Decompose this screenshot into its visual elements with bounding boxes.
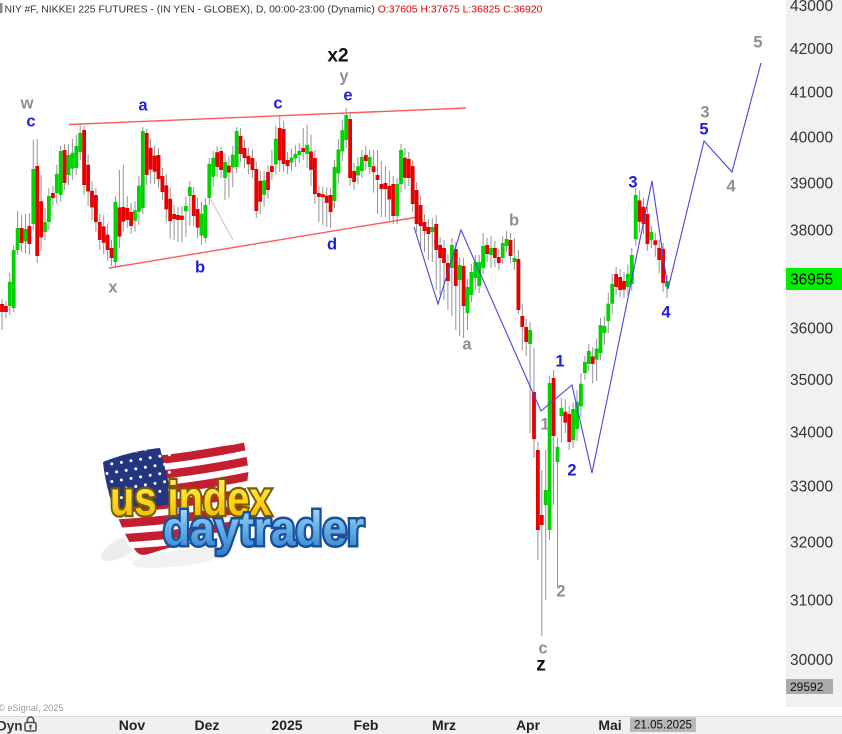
svg-text:5: 5 <box>753 34 762 52</box>
svg-text:3: 3 <box>628 174 637 192</box>
svg-text:x2: x2 <box>327 46 348 67</box>
svg-text:31000: 31000 <box>790 592 833 609</box>
svg-text:41000: 41000 <box>790 85 833 102</box>
svg-text:z: z <box>536 655 546 676</box>
svg-text:c: c <box>538 640 547 658</box>
svg-text:© eSignal, 2025: © eSignal, 2025 <box>0 703 64 713</box>
svg-text:21.05.2025: 21.05.2025 <box>634 719 692 732</box>
svg-text:Feb: Feb <box>354 717 379 733</box>
svg-text:e: e <box>343 87 352 105</box>
svg-text:1: 1 <box>540 416 549 434</box>
svg-text:a: a <box>138 97 148 115</box>
svg-text:Dez: Dez <box>195 717 220 733</box>
svg-text:Apr: Apr <box>516 717 541 733</box>
svg-text:Mai: Mai <box>598 717 621 733</box>
svg-text:y: y <box>339 68 349 86</box>
svg-text:b: b <box>509 212 519 230</box>
svg-text:Mrz: Mrz <box>432 717 456 733</box>
svg-text:5: 5 <box>699 121 708 139</box>
svg-text:32000: 32000 <box>790 535 833 552</box>
svg-text:43000: 43000 <box>790 0 833 15</box>
svg-text:29592: 29592 <box>790 680 824 694</box>
svg-text:4: 4 <box>661 304 671 322</box>
svg-text:30000: 30000 <box>790 652 833 669</box>
svg-text:Nov: Nov <box>119 717 146 733</box>
svg-text:35000: 35000 <box>790 372 833 389</box>
svg-text:c: c <box>26 113 35 131</box>
svg-text:4: 4 <box>726 178 736 196</box>
svg-text:40000: 40000 <box>790 129 833 146</box>
svg-text:daytrader: daytrader <box>163 501 364 555</box>
svg-text:x: x <box>108 279 118 297</box>
svg-text:a: a <box>462 336 472 354</box>
svg-text:w: w <box>20 95 34 113</box>
svg-text:33000: 33000 <box>790 479 833 496</box>
svg-text:Dyn: Dyn <box>0 719 23 734</box>
svg-text:us index: us index <box>110 473 272 526</box>
svg-text:3: 3 <box>700 104 709 122</box>
svg-text:36000: 36000 <box>790 321 833 338</box>
svg-text:39000: 39000 <box>790 175 833 192</box>
svg-text:d: d <box>327 236 337 254</box>
svg-text:2: 2 <box>556 583 565 601</box>
svg-text:34000: 34000 <box>790 425 833 442</box>
svg-text:c: c <box>273 95 282 113</box>
svg-text:1: 1 <box>555 353 564 371</box>
svg-text:b: b <box>195 259 205 277</box>
svg-text:36955: 36955 <box>790 272 833 289</box>
svg-text:42000: 42000 <box>790 41 833 58</box>
svg-text:2: 2 <box>567 462 576 480</box>
svg-text:38000: 38000 <box>790 223 833 240</box>
svg-text:NIY #F, NIKKEI 225 FUTURES - (: NIY #F, NIKKEI 225 FUTURES - (IN YEN - G… <box>5 5 543 16</box>
svg-text:2025: 2025 <box>271 717 302 733</box>
